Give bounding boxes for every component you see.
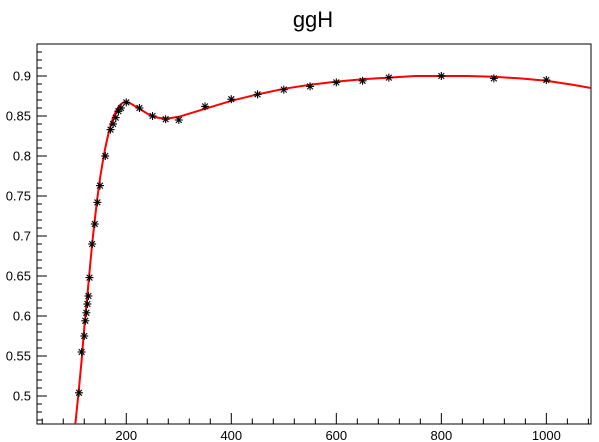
x-tick-label: 600 [325, 428, 347, 442]
data-point [279, 85, 288, 94]
data-point [75, 388, 84, 397]
data-point [83, 300, 92, 308]
y-tick-label: 0.6 [13, 309, 31, 324]
y-tick-label: 0.55 [6, 349, 31, 364]
data-point [117, 104, 126, 112]
chart-title: ggH [293, 7, 333, 32]
x-tick-label: 200 [115, 428, 137, 442]
fit-curve [74, 75, 591, 424]
data-point [90, 220, 99, 228]
data-point [88, 240, 97, 248]
data-point [96, 181, 105, 190]
data-point [80, 332, 89, 340]
data-point [358, 76, 367, 85]
y-tick-label: 0.75 [6, 189, 31, 204]
data-point [148, 112, 157, 120]
data-point [82, 308, 91, 317]
data-point [489, 74, 498, 83]
marker-layer [75, 72, 551, 397]
y-tick-label: 0.9 [13, 69, 31, 84]
data-point [161, 115, 170, 124]
plot-frame [36, 43, 592, 425]
data-point [84, 292, 93, 300]
y-tick-label: 0.7 [13, 229, 31, 244]
x-tick-label: 800 [430, 428, 452, 442]
data-point [81, 316, 90, 325]
y-tick-label: 0.8 [13, 149, 31, 164]
x-tick-label: 400 [220, 428, 242, 442]
fit-layer [74, 75, 591, 424]
y-tick-label: 0.85 [6, 109, 31, 124]
y-tick-label: 0.65 [6, 269, 31, 284]
data-point [135, 104, 144, 112]
data-point [227, 95, 236, 104]
data-point [332, 78, 341, 87]
axes: 0.5 0.55 0.6 0.65 0.7 0.75 0.8 0.85 0.9 200 400 600… [6, 43, 592, 442]
data-point [384, 73, 393, 82]
data-point [109, 120, 118, 128]
data-point [77, 348, 86, 356]
data-point [437, 72, 446, 80]
y-tick-label: 0.5 [13, 389, 31, 404]
data-point [542, 76, 551, 84]
data-point [306, 82, 315, 91]
data-point [201, 102, 210, 111]
data-point [93, 198, 102, 207]
data-point [111, 113, 120, 122]
data-point [253, 90, 262, 99]
x-tick-label: 1000 [532, 428, 561, 442]
data-point [122, 98, 131, 107]
data-point [85, 273, 94, 282]
data-point [101, 152, 110, 160]
data-point [174, 116, 183, 124]
